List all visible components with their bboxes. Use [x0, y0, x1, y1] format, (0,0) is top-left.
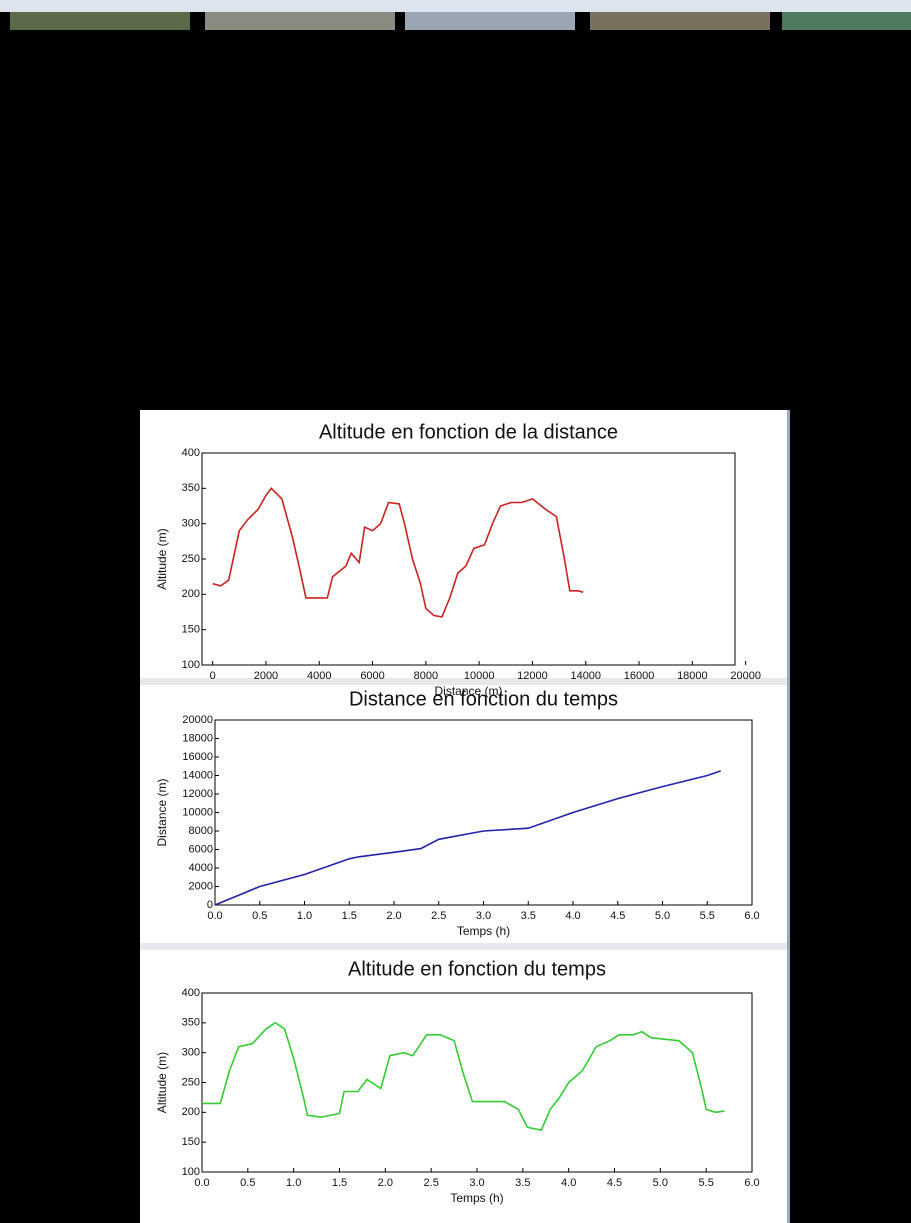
x-tick-label: 3.0: [469, 1177, 484, 1189]
y-tick-label: 0: [207, 899, 213, 911]
x-tick-label: 18000: [677, 670, 708, 682]
y-tick-label: 350: [182, 482, 200, 494]
x-tick-label: 3.0: [476, 910, 491, 922]
y-tick-label: 2000: [189, 880, 213, 892]
x-tick-label: 6.0: [744, 910, 759, 922]
y-tick-label: 400: [182, 987, 200, 999]
y-tick-label: 150: [182, 624, 200, 636]
x-tick-label: 0.0: [207, 910, 222, 922]
chart-panel: [140, 410, 790, 1223]
x-tick-label: 4.0: [561, 1177, 576, 1189]
x-tick-label: 4000: [307, 670, 331, 682]
x-tick-label: 3.5: [515, 1177, 530, 1189]
chart-title: Distance en fonction du temps: [349, 688, 618, 710]
x-tick-label: 2.0: [386, 910, 401, 922]
x-tick-label: 16000: [624, 670, 655, 682]
y-tick-label: 10000: [182, 806, 213, 818]
y-tick-label: 250: [182, 1076, 200, 1088]
x-tick-label: 1.5: [332, 1177, 347, 1189]
x-tick-label: 2.5: [431, 910, 446, 922]
data-line: [202, 1021, 725, 1132]
y-tick-label: 6000: [189, 843, 213, 855]
y-tick-label: 100: [182, 1166, 200, 1178]
y-tick-label: 200: [182, 1106, 200, 1118]
chart-title: Altitude en fonction du temps: [348, 958, 606, 980]
data-line: [212, 487, 584, 618]
y-axis-label: Altitude (m): [155, 1052, 169, 1113]
y-tick-label: 200: [182, 588, 200, 600]
x-tick-label: 0.5: [240, 1177, 255, 1189]
separator: [140, 678, 790, 685]
y-tick-label: 14000: [182, 769, 213, 781]
y-tick-label: 8000: [189, 825, 213, 837]
x-tick-label: 1.5: [342, 910, 357, 922]
photo: [205, 12, 395, 30]
y-tick-label: 400: [182, 447, 200, 459]
separator: [140, 943, 790, 950]
x-tick-label: 4.5: [610, 910, 625, 922]
x-tick-label: 0: [210, 670, 216, 682]
photo: [782, 12, 911, 30]
x-tick-label: 5.5: [699, 1177, 714, 1189]
y-tick-label: 18000: [182, 732, 213, 744]
scrollbar-edge: [787, 410, 790, 1223]
x-tick-label: 6.0: [744, 1177, 759, 1189]
y-tick-label: 16000: [182, 751, 213, 763]
chart-title: Altitude en fonction de la distance: [319, 421, 618, 443]
x-tick-label: 2.0: [378, 1177, 393, 1189]
x-tick-label: 0.5: [252, 910, 267, 922]
x-tick-label: 2.5: [424, 1177, 439, 1189]
y-tick-label: 100: [182, 659, 200, 671]
y-tick-label: 12000: [182, 788, 213, 800]
x-tick-label: 4.0: [565, 910, 580, 922]
y-tick-label: 150: [182, 1136, 200, 1148]
data-line: [214, 770, 721, 906]
y-tick-label: 20000: [182, 714, 213, 726]
photo: [10, 12, 190, 30]
y-axis-label: Distance (m): [155, 778, 169, 846]
x-axis-label: Temps (h): [450, 1191, 503, 1205]
x-tick-label: 12000: [517, 670, 548, 682]
photo: [405, 12, 575, 30]
x-tick-label: 10000: [464, 670, 495, 682]
x-tick-label: 3.5: [521, 910, 536, 922]
x-tick-label: 20000: [730, 670, 761, 682]
x-axis-label: Temps (h): [457, 924, 510, 938]
x-tick-label: 8000: [414, 670, 438, 682]
y-tick-label: 300: [182, 1047, 200, 1059]
x-tick-label: 14000: [570, 670, 601, 682]
x-tick-label: 5.5: [700, 910, 715, 922]
x-tick-label: 5.0: [653, 1177, 668, 1189]
x-tick-label: 2000: [254, 670, 278, 682]
x-axis-label: Distance (m): [434, 684, 502, 698]
y-tick-label: 4000: [189, 862, 213, 874]
photo-strip: [0, 0, 911, 30]
x-tick-label: 6000: [360, 670, 384, 682]
x-tick-label: 4.5: [607, 1177, 622, 1189]
y-axis-label: Altitude (m): [155, 528, 169, 589]
x-tick-label: 5.0: [655, 910, 670, 922]
photo: [590, 12, 770, 30]
y-tick-label: 350: [182, 1017, 200, 1029]
x-tick-label: 1.0: [297, 910, 312, 922]
y-tick-label: 300: [182, 518, 200, 530]
header-bar: [0, 0, 911, 12]
x-tick-label: 1.0: [286, 1177, 301, 1189]
x-tick-label: 0.0: [194, 1177, 209, 1189]
y-tick-label: 250: [182, 553, 200, 565]
